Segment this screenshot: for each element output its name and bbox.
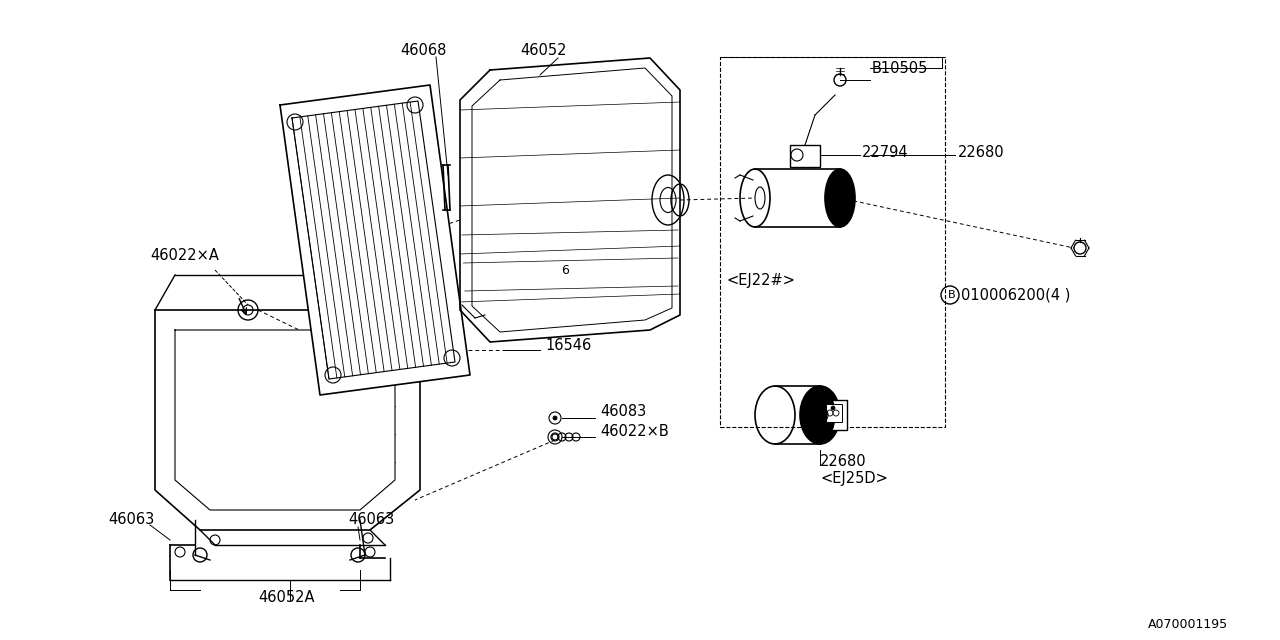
Text: <EJ22#>: <EJ22#> <box>726 273 795 287</box>
Polygon shape <box>460 58 680 342</box>
Text: 46052A: 46052A <box>259 591 315 605</box>
Circle shape <box>835 195 841 201</box>
Text: 22680: 22680 <box>820 454 867 470</box>
Polygon shape <box>292 101 454 379</box>
Circle shape <box>553 416 557 420</box>
Text: 46022×B: 46022×B <box>600 424 668 440</box>
Circle shape <box>831 406 835 410</box>
Text: 46022×A: 46022×A <box>150 248 219 262</box>
Text: 6: 6 <box>561 264 568 276</box>
Text: 46052: 46052 <box>520 42 567 58</box>
Bar <box>790 145 820 167</box>
Ellipse shape <box>805 389 835 441</box>
Polygon shape <box>155 310 420 530</box>
Ellipse shape <box>826 169 855 227</box>
Text: B10505: B10505 <box>872 61 928 76</box>
Ellipse shape <box>800 386 840 444</box>
Text: 16546: 16546 <box>545 337 591 353</box>
Polygon shape <box>472 68 672 332</box>
Bar <box>721 57 945 427</box>
Text: 46063: 46063 <box>108 513 155 527</box>
Polygon shape <box>175 330 396 510</box>
Text: A070001195: A070001195 <box>1148 618 1228 632</box>
Text: 22680: 22680 <box>957 145 1005 159</box>
Text: 46068: 46068 <box>401 42 447 58</box>
Text: 46063: 46063 <box>348 513 394 527</box>
Text: 22794: 22794 <box>861 145 909 159</box>
Text: 010006200(4 ): 010006200(4 ) <box>961 287 1070 303</box>
Text: B: B <box>948 290 956 300</box>
Polygon shape <box>280 85 470 395</box>
Bar <box>822 400 847 430</box>
Bar <box>826 404 842 422</box>
Text: <EJ25D>: <EJ25D> <box>820 470 888 486</box>
Text: 46083: 46083 <box>600 404 646 419</box>
